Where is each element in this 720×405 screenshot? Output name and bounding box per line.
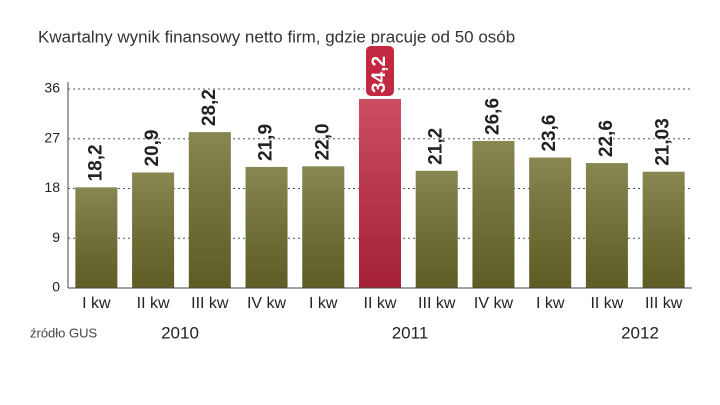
x-tick-label: III kw: [191, 295, 229, 312]
x-tick-label: IV kw: [247, 295, 287, 312]
x-tick-label: I kw: [82, 295, 111, 312]
bar-shade: [245, 166, 288, 288]
bar-shade: [132, 172, 175, 288]
x-tick-label: III kw: [418, 295, 456, 312]
x-tick-label: I kw: [536, 295, 565, 312]
value-label: 22,6: [596, 120, 617, 157]
bar-shade: [359, 98, 401, 288]
bar-shade: [585, 163, 628, 288]
value-label: 34,2: [369, 56, 390, 93]
year-label: 2010: [161, 323, 199, 342]
value-label: 28,2: [199, 89, 220, 126]
value-label: 18,2: [85, 144, 106, 181]
bar-shade: [642, 171, 685, 288]
x-tick-label: II kw: [137, 295, 170, 312]
x-tick-label: II kw: [364, 295, 397, 312]
bar-shade: [302, 166, 345, 288]
x-tick-label: IV kw: [474, 295, 514, 312]
chart-title: Kwartalny wynik finansowy netto firm, gd…: [38, 27, 515, 46]
value-label: 23,6: [539, 115, 560, 152]
source: źródło GUS: [30, 325, 98, 340]
x-tick-label: II kw: [590, 295, 623, 312]
label-box: [364, 43, 396, 98]
value-label: 26,6: [482, 98, 503, 135]
y-tick-label: 27: [44, 129, 60, 145]
value-label: 21,03: [653, 118, 674, 166]
value-label: 22,0: [312, 123, 333, 160]
y-tick-label: 36: [44, 80, 60, 96]
y-tick-label: 18: [44, 179, 60, 195]
bar-shade: [188, 132, 231, 288]
y-tick-label: 0: [52, 279, 60, 295]
x-tick-label: I kw: [309, 295, 338, 312]
bar-shade: [415, 170, 458, 288]
year-label: 2011: [392, 323, 429, 342]
x-tick-label: III kw: [645, 295, 683, 312]
y-tick-label: 9: [52, 229, 60, 245]
bar-shade: [472, 140, 515, 288]
bar-shade: [529, 157, 572, 288]
bar-shade: [75, 187, 118, 288]
value-label: 20,9: [142, 129, 163, 166]
year-label: 2012: [621, 323, 659, 342]
value-label: 21,9: [256, 124, 277, 161]
value-label: 21,2: [426, 128, 447, 165]
